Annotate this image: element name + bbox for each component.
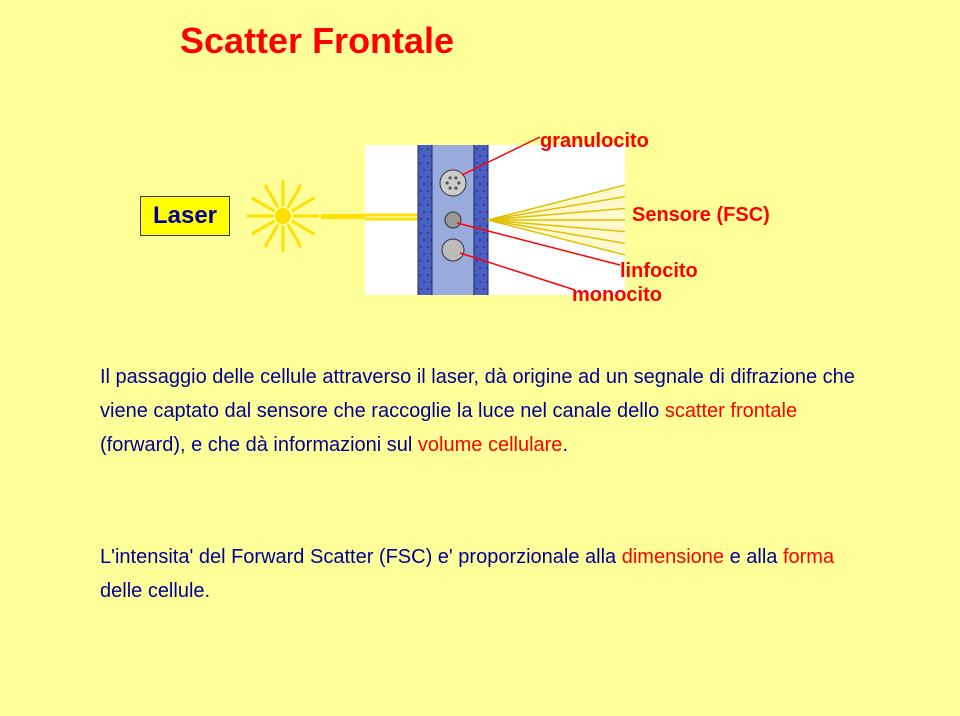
sensor-label: Sensore (FSC) (632, 204, 770, 227)
monocyte-cell (442, 239, 464, 261)
paragraph-1: Il passaggio delle cellule attraverso il… (100, 360, 860, 462)
laser-label-box: Laser (140, 196, 230, 236)
laser-label: Laser (153, 202, 217, 230)
paragraph-2: L'intensita' del Forward Scatter (FSC) e… (100, 540, 860, 608)
granulocyte-cell (440, 170, 466, 196)
page-title: Scatter Frontale (180, 20, 454, 62)
light-source-icon (245, 178, 321, 254)
lymphocyte-cell (445, 212, 461, 228)
flow-diagram (365, 145, 625, 295)
lymphocyte-label: linfocito (620, 260, 698, 283)
granulocyte-label: granulocito (540, 130, 649, 153)
monocyte-label: monocito (572, 284, 662, 307)
